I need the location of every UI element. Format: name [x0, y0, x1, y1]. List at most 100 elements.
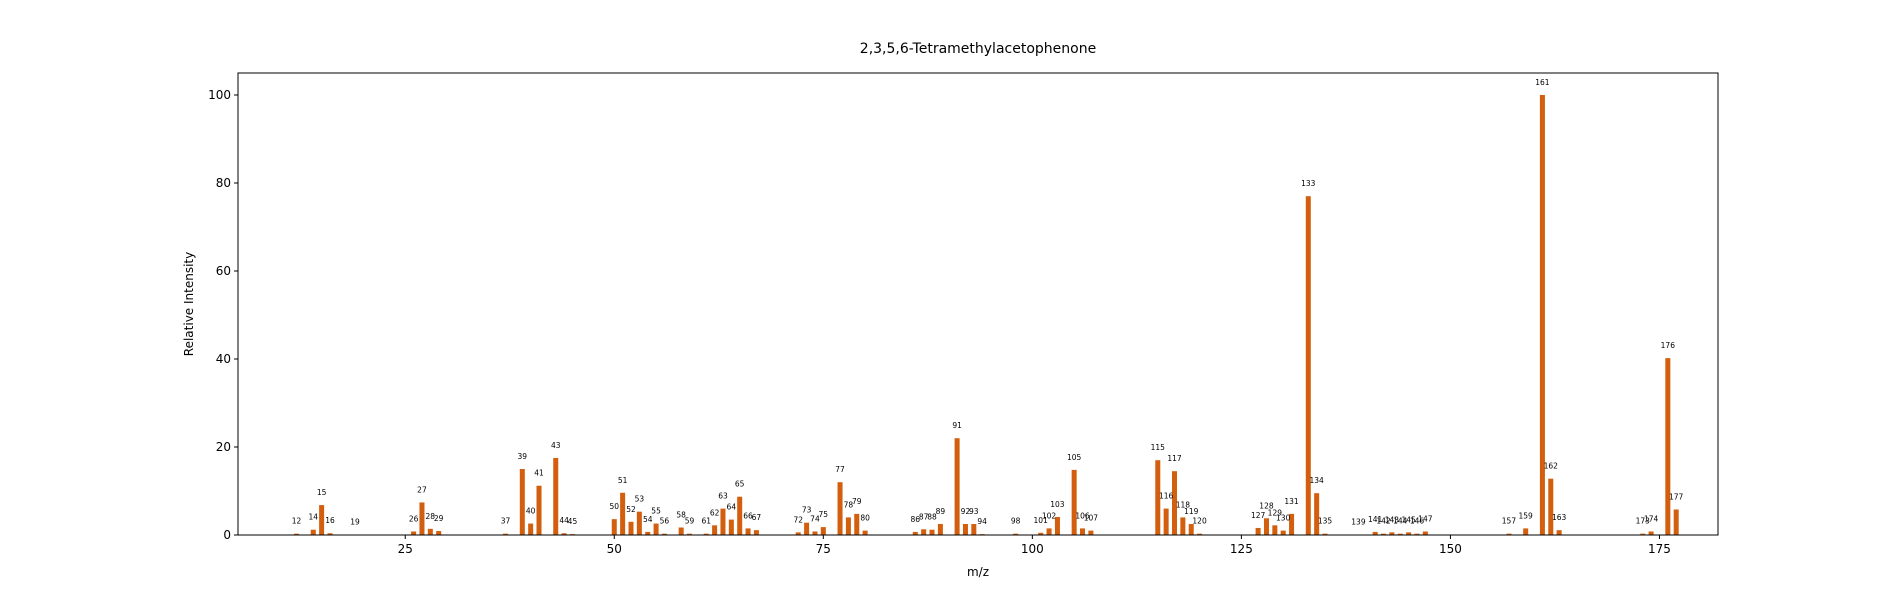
peak-label: 115	[1151, 443, 1166, 452]
peak-label: 41	[534, 469, 544, 478]
spectrum-bar	[1539, 95, 1545, 535]
peak-label: 12	[292, 517, 302, 526]
peak-label: 131	[1284, 497, 1299, 506]
peak-label: 65	[735, 480, 745, 489]
peak-label: 91	[952, 421, 962, 430]
peak-label: 130	[1276, 514, 1291, 523]
spectrum-bar	[820, 527, 826, 535]
peak-label: 106	[1075, 511, 1090, 520]
spectrum-bar	[1155, 460, 1161, 535]
peak-label: 15	[317, 488, 327, 497]
spectrum-bar	[1665, 358, 1671, 535]
spectrum-bar	[837, 482, 843, 535]
peak-label: 54	[643, 515, 653, 524]
spectrum-bar	[712, 525, 718, 535]
spectrum-bar	[653, 523, 659, 535]
x-tick-label: 175	[1648, 542, 1671, 556]
spectrum-bar	[1038, 532, 1044, 535]
peak-label: 174	[1644, 514, 1659, 523]
peak-label: 14	[308, 513, 318, 522]
peak-label: 93	[969, 507, 979, 516]
peak-label: 159	[1519, 511, 1534, 520]
peak-label: 134	[1309, 476, 1324, 485]
spectrum-bar	[1648, 531, 1654, 535]
peak-label: 129	[1268, 508, 1283, 517]
y-tick-label: 40	[216, 352, 231, 366]
spectrum-bar	[1506, 533, 1512, 535]
peak-label: 98	[1011, 517, 1021, 526]
x-tick-label: 100	[1021, 542, 1044, 556]
peak-label: 103	[1050, 500, 1065, 509]
peak-label: 39	[518, 452, 528, 461]
spectrum-bar	[912, 531, 918, 535]
spectrum-bar	[310, 529, 316, 535]
spectrum-bar	[528, 523, 534, 535]
spectrum-bar	[628, 521, 634, 535]
spectrum-bar	[1523, 528, 1529, 535]
peak-label: 66	[743, 511, 753, 520]
spectrum-bar	[636, 511, 642, 535]
peak-label: 59	[685, 517, 695, 526]
peak-label: 88	[927, 513, 937, 522]
spectrum-bar	[1280, 530, 1286, 535]
spectrum-bar	[519, 469, 525, 535]
peak-label: 94	[977, 517, 987, 526]
spectrum-bar	[687, 533, 693, 535]
spectrum-bar	[937, 524, 943, 535]
peak-label: 173	[1636, 517, 1651, 526]
spectrum-bar	[1381, 533, 1387, 535]
peak-label: 102	[1042, 511, 1057, 520]
spectrum-bar	[620, 492, 626, 535]
peak-label: 40	[526, 507, 536, 516]
spectrum-bar	[1372, 531, 1378, 535]
peak-label: 80	[860, 514, 870, 523]
peak-label: 120	[1192, 517, 1207, 526]
x-axis: 25 50 75 100 125 150 175	[398, 535, 1671, 556]
peak-label: 55	[651, 507, 661, 516]
spectrum-bar	[436, 531, 442, 535]
peak-label: 118	[1176, 500, 1191, 509]
peak-label: 74	[810, 514, 820, 523]
spectrum-bar	[1305, 196, 1311, 535]
peak-label: 58	[676, 511, 686, 520]
spectrum-bar	[971, 524, 977, 535]
spectrum-bar	[294, 533, 300, 535]
spectrum-bar	[1255, 527, 1261, 535]
peak-label: 107	[1084, 514, 1099, 523]
peak-label: 145	[1401, 515, 1416, 524]
spectrum-bar	[536, 485, 542, 535]
peak-label: 29	[434, 514, 444, 523]
spectrum-bar	[703, 533, 709, 535]
spectrum-bar	[1046, 528, 1052, 535]
spectrum-bar	[661, 533, 667, 535]
peak-label: 27	[417, 485, 427, 494]
spectrum-bar	[1673, 509, 1679, 535]
y-axis-label: Relative Intensity	[182, 252, 196, 356]
peak-label: 73	[802, 506, 812, 515]
spectrum-bar	[1263, 518, 1269, 535]
y-tick-label: 20	[216, 440, 231, 454]
peak-label: 67	[752, 513, 762, 522]
spectrum-bar	[728, 519, 734, 535]
peak-label: 50	[609, 502, 619, 511]
spectrum-bar	[1422, 531, 1428, 535]
spectrum-bar	[1171, 471, 1178, 535]
spectrum-bar	[427, 528, 433, 535]
spectrum-bar	[812, 531, 818, 535]
peak-label: 147	[1418, 514, 1433, 523]
spectrum-bar	[862, 530, 868, 535]
spectrum-bar	[411, 531, 417, 535]
spectrum-bar	[962, 524, 968, 535]
peak-label: 26	[409, 514, 419, 523]
spectrum-bar	[1071, 469, 1077, 535]
spectrum-bar	[327, 533, 333, 535]
spectrum-bar	[804, 522, 810, 535]
spectrum-bar	[1640, 533, 1646, 535]
chart-title: 2,3,5,6-Tetramethylacetophenone	[860, 41, 1096, 57]
peak-label: 79	[852, 497, 862, 506]
peak-label: 128	[1259, 501, 1274, 510]
peak-label: 105	[1067, 453, 1082, 462]
spectrum-bar	[1080, 528, 1086, 535]
spectrum-bar	[795, 532, 801, 535]
